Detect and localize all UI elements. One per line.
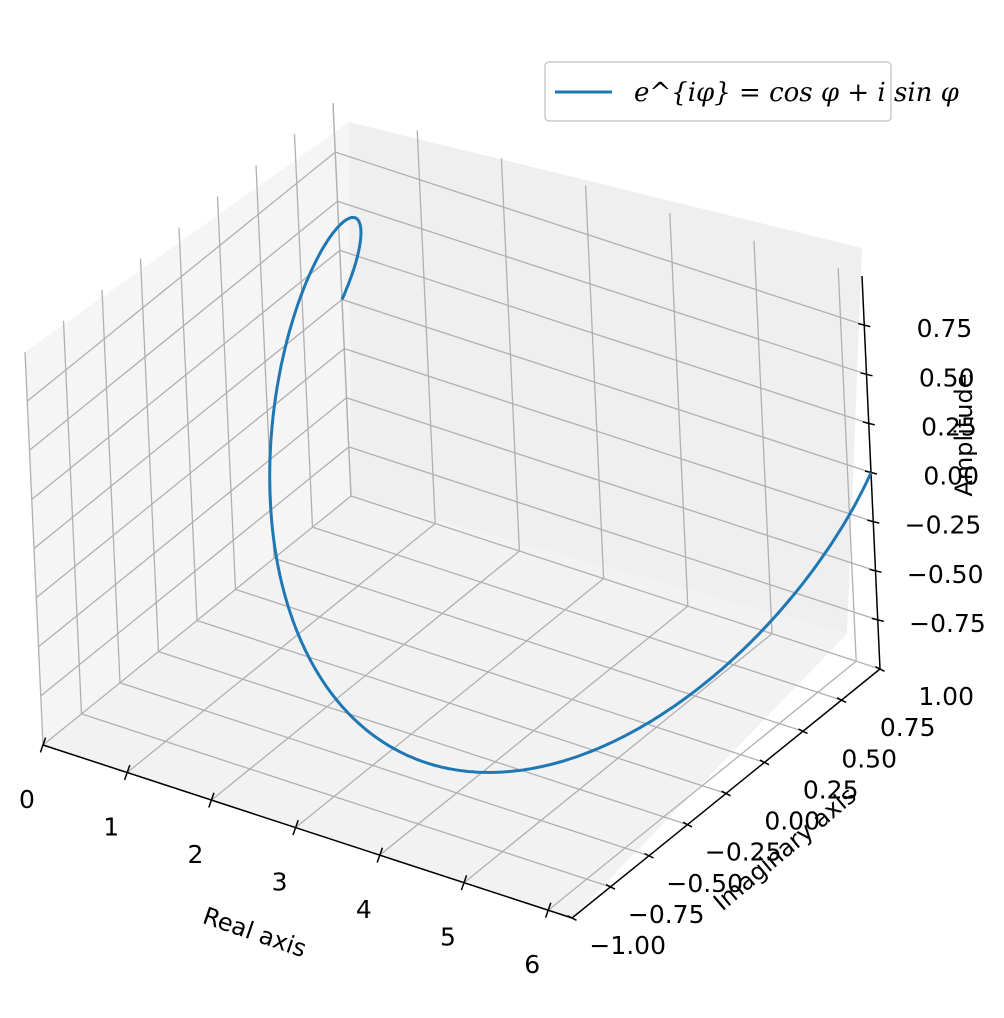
z-tick-label: −0.75 <box>909 609 986 638</box>
x-tick-label: 4 <box>356 895 372 924</box>
grid-line-y-floor <box>81 713 611 888</box>
x-tick-mark <box>39 737 47 753</box>
z-tick-mark <box>858 322 871 328</box>
x-tick-mark <box>460 875 468 891</box>
z-axis-label: Amplitude <box>950 374 978 497</box>
legend-box <box>544 61 892 122</box>
y-tick-mark <box>567 915 577 921</box>
back-pane <box>349 122 862 634</box>
y-tick-label: 1.00 <box>918 682 974 711</box>
legend-label: e^{iφ} = cos φ + i sin φ <box>634 78 960 108</box>
y-tick-label: 0.50 <box>841 744 897 773</box>
series-layer <box>268 216 873 774</box>
z-tick-mark <box>860 372 873 377</box>
y-tick-mark <box>644 852 654 859</box>
z-tick-label: 0.00 <box>923 462 979 491</box>
y-tick-label: −0.25 <box>705 838 782 867</box>
grid-line-z-left <box>38 397 347 648</box>
grid-line-y-floor <box>235 588 765 764</box>
grid-line-z-left <box>40 446 350 697</box>
grid-lines <box>24 102 881 919</box>
y-tick-label: 0.75 <box>880 713 936 742</box>
x-tick-label: 1 <box>103 813 119 842</box>
grid-line-y-floor <box>350 495 881 670</box>
x-tick-mark <box>292 819 299 836</box>
z-tick-label: 0.75 <box>917 314 973 343</box>
grid-line-y-floor <box>312 526 842 701</box>
x-tick-label: 5 <box>440 923 456 952</box>
z-tick-label: 0.50 <box>919 363 975 392</box>
y-tick-label: 0.25 <box>803 775 859 804</box>
x-tick-mark <box>376 847 384 863</box>
x-tick-mark <box>123 764 131 781</box>
grid-line-z-back <box>341 298 872 474</box>
grid-line-z-left <box>26 151 336 402</box>
grid-line-z-back <box>344 347 874 523</box>
z-tick-label: 0.25 <box>921 412 977 441</box>
tick-labels: 0123456−1.00−0.75−0.50−0.250.000.250.500… <box>19 314 986 979</box>
x-tick-label: 2 <box>187 840 203 869</box>
x-tick-label: 3 <box>272 868 288 897</box>
y-tick-label: −0.50 <box>666 869 743 898</box>
grid-line-y-floor <box>158 650 688 826</box>
z-tick-label: −0.25 <box>905 511 982 540</box>
z-tick-mark <box>871 617 884 623</box>
y-tick-mark <box>875 666 885 672</box>
grid-line-z-back <box>348 446 879 621</box>
y-tick-mark <box>605 883 616 890</box>
grid-line-z-left <box>33 298 343 550</box>
y-tick-mark <box>721 790 731 797</box>
grid-line-z-back <box>346 397 876 572</box>
x-axis-label: Real axis <box>199 902 310 963</box>
x-tick-mark <box>208 792 215 808</box>
grid-line-z-back <box>337 200 867 375</box>
x-tick-mark <box>544 902 552 918</box>
grid-line-y-floor <box>273 557 804 732</box>
z-tick-mark <box>867 519 880 524</box>
grid-line-z-left <box>29 200 338 451</box>
y-tick-mark <box>682 821 693 828</box>
legend: e^{iφ} = cos φ + i sin φ <box>544 61 960 122</box>
z-tick-mark <box>862 421 875 426</box>
grid-line-z-back <box>335 151 865 326</box>
axes-panes <box>25 122 862 918</box>
x-axis-line <box>42 744 573 919</box>
y-tick-mark <box>836 697 847 704</box>
grid-line-z-left <box>31 249 341 500</box>
x-tick-label: 6 <box>524 950 540 979</box>
grid-line-y-floor <box>196 619 727 795</box>
grid-line-z-back <box>339 249 870 425</box>
grid-line-z-left <box>35 348 345 599</box>
y-tick-mark <box>759 759 770 766</box>
grid-line-y-floor <box>119 682 650 857</box>
y-tick-label: −0.75 <box>628 900 705 929</box>
y-tick-label: 0.00 <box>764 807 820 836</box>
x-tick-label: 0 <box>19 785 35 814</box>
y-tick-mark <box>798 728 808 735</box>
y-tick-label: −1.00 <box>589 931 666 960</box>
z-tick-label: −0.50 <box>907 560 984 589</box>
series-line-euler <box>268 216 873 774</box>
z-tick-mark <box>869 568 882 574</box>
